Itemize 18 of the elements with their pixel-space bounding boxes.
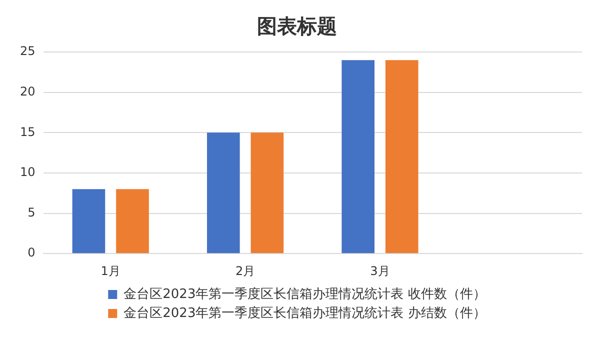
y-tick-label: 25 bbox=[20, 44, 36, 58]
y-tick-label: 5 bbox=[28, 205, 36, 220]
bar bbox=[385, 60, 418, 254]
legend-label: 金台区2023年第一季度区长信箱办理情况统计表 办结数（件） bbox=[124, 304, 486, 321]
x-tick-label: 3月 bbox=[370, 264, 390, 278]
x-tick-label: 2月 bbox=[235, 264, 256, 278]
bar bbox=[206, 132, 240, 254]
x-tick-label: 1月 bbox=[100, 264, 120, 278]
chart-title: 图表标题 bbox=[257, 14, 337, 38]
y-tick-label: 10 bbox=[20, 165, 36, 180]
legend-label: 金台区2023年第一季度区长信箱办理情况统计表 收件数（件） bbox=[124, 286, 486, 302]
y-tick-label: 20 bbox=[20, 84, 36, 98]
bar bbox=[342, 60, 375, 254]
y-tick-label: 0 bbox=[28, 246, 36, 260]
bar bbox=[250, 132, 284, 254]
bar bbox=[116, 189, 149, 254]
y-tick-label: 15 bbox=[20, 124, 36, 139]
bar bbox=[72, 189, 106, 254]
